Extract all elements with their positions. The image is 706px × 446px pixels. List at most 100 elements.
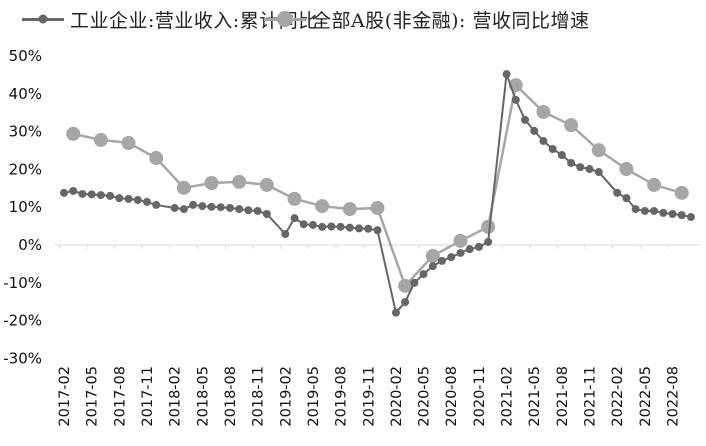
data-point-marker bbox=[345, 223, 354, 232]
data-point-marker bbox=[308, 220, 317, 229]
x-tick-label: 2022-05 bbox=[638, 366, 654, 427]
data-point-marker bbox=[124, 194, 133, 203]
data-point-marker bbox=[438, 256, 447, 265]
x-tick-label: 2017-05 bbox=[85, 366, 101, 427]
data-point-marker bbox=[521, 115, 529, 124]
data-point-marker bbox=[204, 176, 219, 191]
data-point-marker bbox=[428, 262, 437, 271]
data-point-marker bbox=[425, 248, 440, 263]
data-point-marker bbox=[142, 197, 151, 206]
data-point-marker bbox=[106, 191, 115, 200]
data-point-marker bbox=[152, 200, 161, 209]
x-tick-label: 2019-02 bbox=[278, 366, 294, 427]
x-tick-label: 2018-02 bbox=[168, 366, 184, 427]
data-point-marker bbox=[207, 202, 216, 211]
data-point-marker bbox=[536, 104, 551, 119]
data-point-marker bbox=[96, 191, 105, 200]
data-point-marker bbox=[69, 186, 78, 195]
data-point-marker bbox=[259, 177, 274, 192]
data-point-marker bbox=[456, 248, 465, 257]
data-point-marker bbox=[548, 144, 557, 153]
data-point-marker bbox=[318, 222, 327, 231]
data-point-marker bbox=[93, 132, 108, 147]
data-point-marker bbox=[66, 126, 81, 141]
data-point-marker bbox=[315, 199, 330, 214]
data-point-marker bbox=[650, 206, 659, 215]
data-point-marker bbox=[674, 185, 689, 200]
data-point-marker bbox=[244, 206, 253, 215]
y-tick-label: -10% bbox=[3, 274, 42, 292]
data-point-marker bbox=[232, 174, 247, 189]
x-tick-label: 2017-11 bbox=[140, 366, 156, 427]
x-tick-label: 2019-11 bbox=[361, 366, 377, 427]
legend-line-marker-light-icon bbox=[264, 6, 306, 32]
data-point-marker bbox=[659, 208, 668, 217]
x-tick-label: 2021-05 bbox=[527, 366, 543, 427]
data-point-marker bbox=[677, 211, 686, 220]
data-point-marker bbox=[287, 191, 302, 206]
data-point-marker bbox=[419, 270, 428, 279]
data-point-marker bbox=[176, 180, 191, 195]
data-point-marker bbox=[585, 165, 594, 174]
y-tick-label: 20% bbox=[9, 160, 42, 178]
y-tick-label: 40% bbox=[9, 85, 42, 103]
x-tick-label: 2019-05 bbox=[306, 366, 322, 427]
legend-item-a-share-revenue: 全部A股(非金融): 营收同比增速 bbox=[264, 6, 590, 32]
data-point-marker bbox=[401, 298, 410, 307]
data-point-marker bbox=[398, 278, 413, 293]
y-tick-label: 0% bbox=[18, 236, 42, 254]
y-axis: 50% 40% 30% 20% 10% 0% -10% -20% -30% bbox=[3, 47, 42, 367]
data-point-marker bbox=[640, 206, 649, 215]
x-tick-label: 2020-05 bbox=[417, 366, 433, 427]
data-point-marker bbox=[511, 95, 520, 104]
data-point-marker bbox=[502, 70, 511, 79]
data-point-marker bbox=[133, 196, 142, 205]
data-point-marker bbox=[594, 168, 603, 177]
data-point-marker bbox=[373, 226, 382, 235]
x-tick-label: 2022-08 bbox=[666, 366, 682, 427]
x-axis: 2017-02 2017-05 2017-08 2017-11 2018-02 2018-… bbox=[54, 244, 700, 427]
data-point-marker bbox=[87, 190, 96, 199]
data-point-marker bbox=[299, 220, 308, 229]
legend-label: 全部A股(非金融): 营收同比增速 bbox=[312, 9, 590, 32]
data-point-marker bbox=[410, 278, 419, 287]
data-point-marker bbox=[647, 177, 662, 192]
data-point-marker bbox=[564, 118, 579, 133]
data-point-marker bbox=[686, 213, 695, 222]
data-point-marker bbox=[253, 206, 262, 215]
data-point-marker bbox=[370, 200, 385, 215]
x-tick-label: 2018-05 bbox=[195, 366, 211, 427]
data-point-marker bbox=[60, 188, 68, 197]
y-tick-label: 10% bbox=[9, 198, 42, 216]
x-tick-label: 2018-11 bbox=[251, 366, 267, 427]
data-point-marker bbox=[115, 194, 124, 203]
y-tick-label: 30% bbox=[9, 123, 42, 141]
x-tick-label: 2020-08 bbox=[444, 366, 460, 427]
series-line-a-share bbox=[72, 82, 683, 289]
data-point-marker bbox=[622, 194, 631, 203]
x-tick-label: 2021-02 bbox=[500, 366, 516, 427]
data-point-marker bbox=[262, 210, 271, 219]
data-point-marker bbox=[613, 188, 622, 197]
x-tick-label: 2017-02 bbox=[57, 366, 73, 427]
data-point-marker bbox=[355, 224, 364, 233]
data-point-marker bbox=[631, 205, 640, 214]
data-point-marker bbox=[189, 200, 198, 209]
data-point-marker bbox=[481, 219, 496, 234]
series-line-industrial bbox=[63, 73, 692, 315]
data-point-marker bbox=[198, 202, 207, 211]
data-point-marker bbox=[484, 237, 493, 246]
data-point-marker bbox=[342, 202, 357, 217]
legend-label: 工业企业:营业收入:累计同比 bbox=[70, 9, 318, 32]
x-tick-label: 2020-11 bbox=[472, 366, 488, 427]
x-tick-label: 2017-08 bbox=[112, 366, 128, 427]
data-point-marker bbox=[539, 137, 548, 146]
data-point-marker bbox=[179, 205, 188, 214]
y-tick-label: 50% bbox=[9, 47, 42, 65]
x-tick-label: 2020-02 bbox=[389, 366, 405, 427]
x-tick-label: 2018-08 bbox=[223, 366, 239, 427]
data-point-marker bbox=[591, 143, 606, 158]
data-point-marker bbox=[530, 126, 539, 135]
data-point-marker bbox=[576, 163, 585, 172]
